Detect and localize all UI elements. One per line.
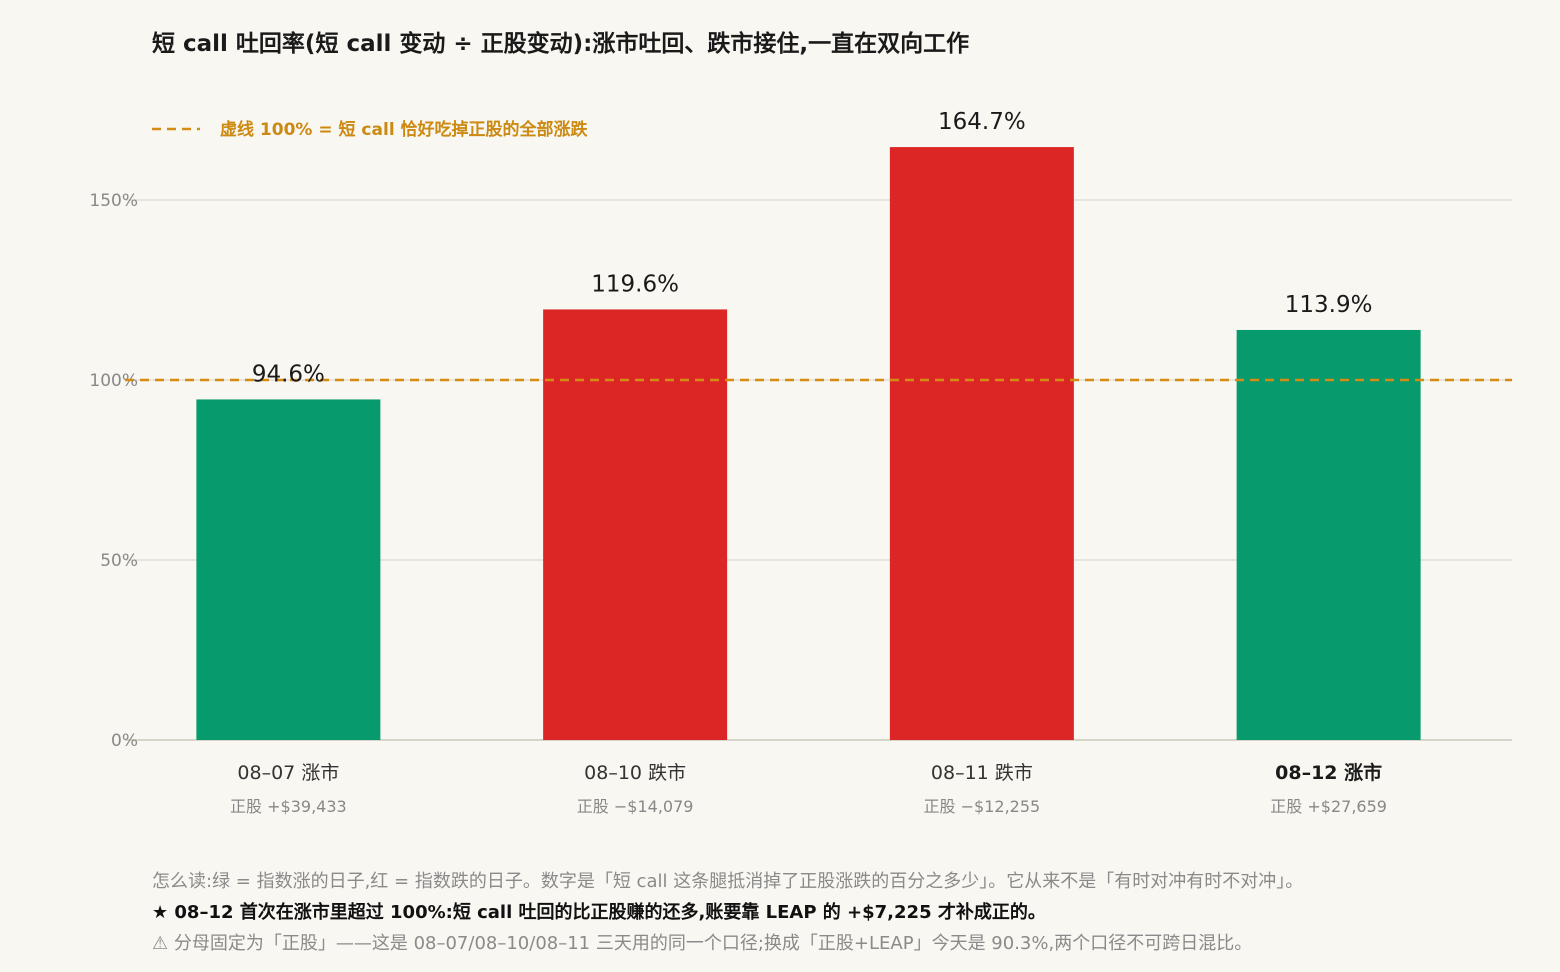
how-to-read-note: 怎么读:绿 = 指数涨的日子,红 = 指数跌的日子。数字是「短 call 这条腿…: [152, 871, 1304, 892]
bar-value-label: 119.6%: [591, 271, 679, 297]
x-sub-label: 正股 −$14,079: [577, 797, 694, 816]
highlight-note: ★ 08–12 首次在涨市里超过 100%:短 call 吐回的比正股赚的还多,…: [152, 902, 1046, 923]
bar-value-label: 94.6%: [252, 361, 325, 387]
legend: 虚线 100% = 短 call 恰好吃掉正股的全部涨跌: [152, 119, 589, 140]
bar: [1236, 329, 1421, 740]
footnotes: 怎么读:绿 = 指数涨的日子,红 = 指数跌的日子。数字是「短 call 这条腿…: [152, 866, 1542, 959]
warning-note: ⚠ 分母固定为「正股」——这是 08–07/08–10/08–11 三天用的同一…: [152, 933, 1253, 954]
x-category-label: 08–12 涨市: [1275, 761, 1382, 784]
bar-value-label: 113.9%: [1285, 292, 1373, 318]
bar: [543, 309, 728, 740]
chart-title: 短 call 吐回率(短 call 变动 ÷ 正股变动):涨市吐回、跌市接住,一…: [152, 30, 969, 57]
y-tick-label: 0%: [111, 731, 138, 751]
x-sub-label: 正股 +$27,659: [1270, 797, 1387, 816]
y-tick-label: 50%: [100, 551, 138, 571]
x-sub-label: 正股 −$12,255: [924, 797, 1041, 816]
chart: 短 call 吐回率(短 call 变动 ÷ 正股变动):涨市吐回、跌市接住,一…: [89, 30, 1512, 816]
bar: [196, 399, 381, 740]
legend-label: 虚线 100% = 短 call 恰好吃掉正股的全部涨跌: [220, 119, 589, 140]
y-tick-label: 150%: [89, 191, 138, 211]
y-tick-label: 100%: [89, 371, 138, 391]
x-category-label: 08–10 跌市: [584, 762, 686, 784]
x-category-label: 08–11 跌市: [931, 762, 1033, 784]
x-sub-label: 正股 +$39,433: [230, 797, 347, 816]
bar: [889, 147, 1074, 740]
x-category-label: 08–07 涨市: [237, 762, 339, 784]
bars: [196, 147, 1421, 740]
bar-value-label: 164.7%: [938, 109, 1026, 135]
